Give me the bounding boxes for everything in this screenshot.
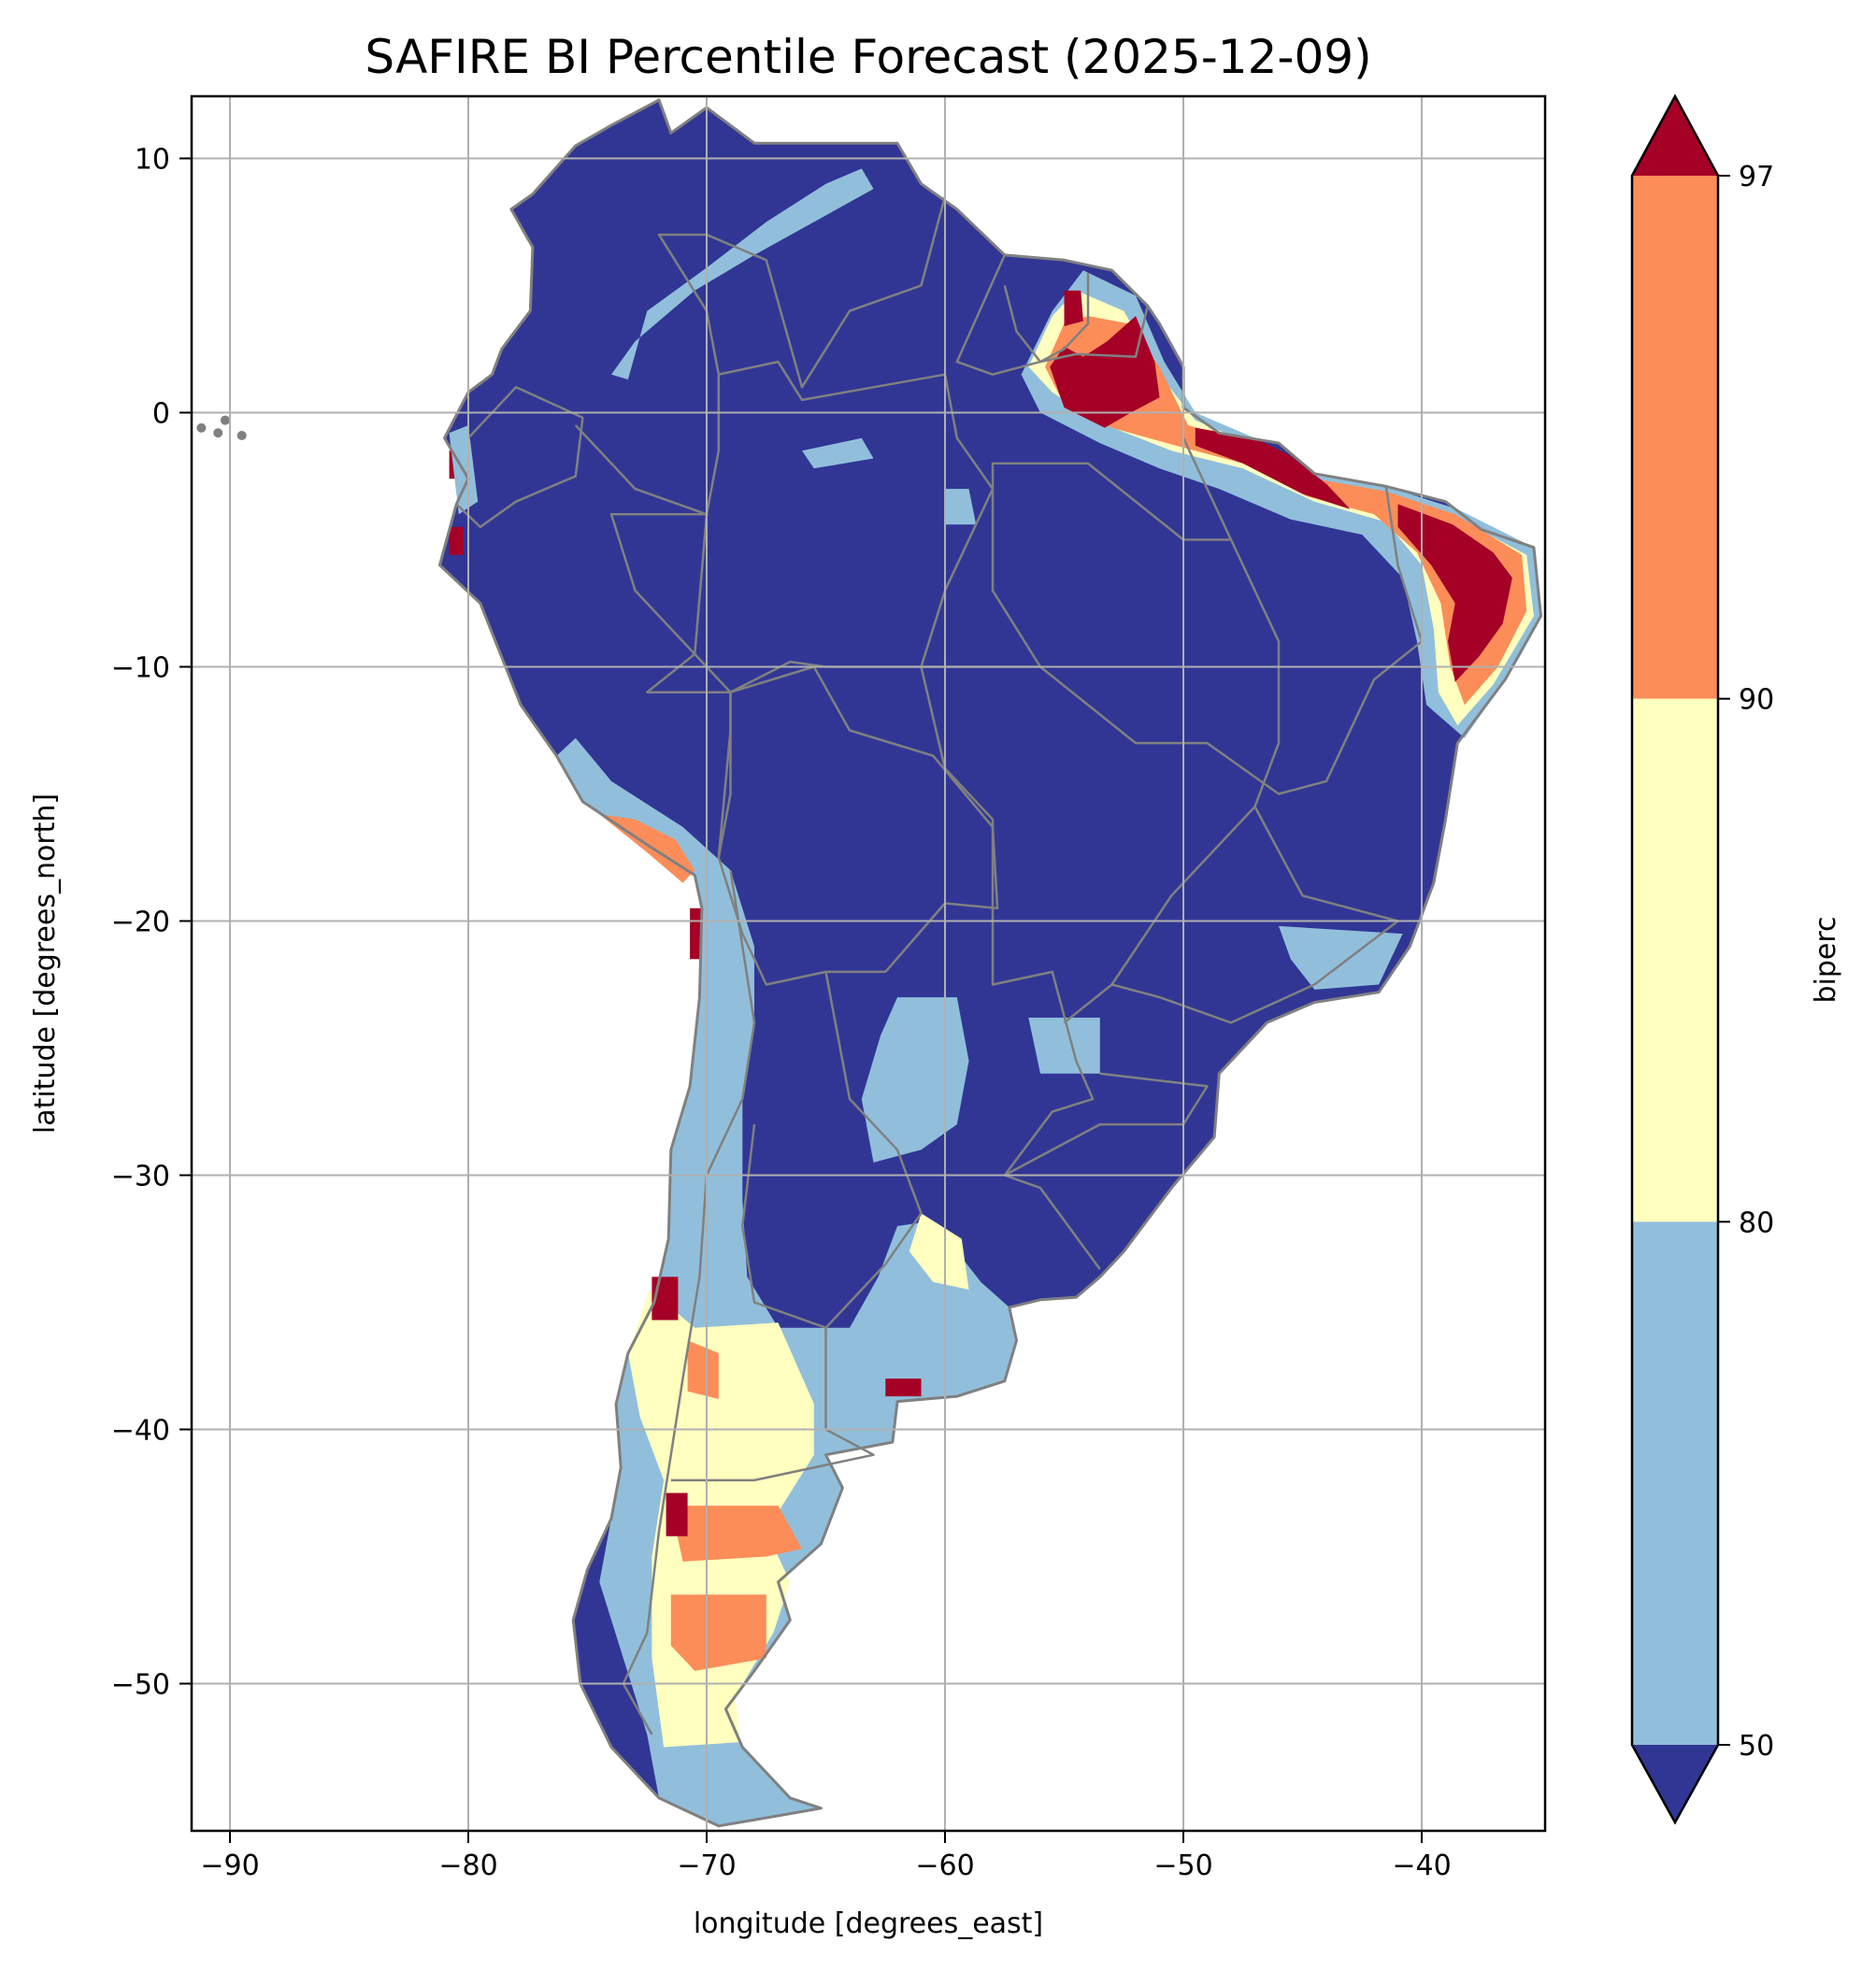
percentile-region-90_97 [599, 814, 695, 883]
chart-title: SAFIRE BI Percentile Forecast (2025-12-0… [365, 30, 1371, 84]
x-tick-label: −90 [200, 1850, 259, 1882]
colorbar-extend-bottom [1632, 1745, 1718, 1822]
x-tick-label: −40 [1392, 1850, 1451, 1882]
percentile-region-90_97 [687, 1340, 719, 1399]
country-border [741, 971, 923, 1329]
percentile-region-50_80 [861, 997, 969, 1163]
percentile-region-90_97 [670, 1506, 802, 1562]
percentile-region-50_80 [611, 168, 874, 380]
colorbar-tick-label: 97 [1739, 161, 1774, 193]
percentile-region-above_97 [1195, 427, 1351, 509]
grid-layer [192, 96, 1545, 1831]
percentile-region-above_97 [1397, 504, 1512, 682]
percentile-region-90_97 [670, 1594, 766, 1671]
percentile-region-50_80 [802, 437, 874, 469]
percentile-region-80_90 [909, 1213, 969, 1290]
x-axis-label: longitude [degrees_east] [694, 1907, 1043, 1940]
coastline [437, 98, 1542, 1828]
colorbar-segment-90-97 [1632, 176, 1718, 699]
percentile-region-above_97 [885, 1378, 922, 1397]
y-tick-label: −20 [111, 907, 170, 939]
plot-frame [190, 94, 1547, 1833]
country-border [670, 1327, 875, 1482]
percentile-region-above_97 [1064, 290, 1083, 326]
country-border [574, 424, 732, 858]
country-border [921, 486, 1424, 795]
y-tick-label: 10 [135, 144, 170, 177]
percentile-region-50_80 [1028, 1017, 1100, 1074]
country-border [1111, 806, 1399, 1024]
y-tick-label: −30 [111, 1161, 170, 1193]
country-border [622, 869, 756, 1735]
country-border [717, 665, 999, 986]
island [213, 428, 223, 438]
country-border [991, 462, 1231, 668]
colorbar-extend-top [1632, 96, 1718, 176]
colorbar-tick-label: 80 [1739, 1207, 1774, 1239]
x-tick-label: −60 [915, 1850, 974, 1882]
country-border [657, 195, 947, 389]
percentile-region-50_80 [945, 489, 977, 525]
x-tick-label: −70 [677, 1850, 736, 1882]
percentile-region-above_97 [1050, 316, 1160, 428]
map-layer [196, 98, 1542, 1828]
island [236, 430, 247, 440]
y-axis-label: latitude [degrees_north] [29, 793, 62, 1134]
colorbar-tick-label: 90 [1739, 684, 1774, 717]
country-border [455, 386, 584, 529]
country-border [1003, 272, 1090, 364]
y-tick-label: −50 [111, 1669, 170, 1702]
colorbar-label: biperc [1810, 916, 1842, 1003]
tick-layer: −90 −80 −70 −60 −50 −40 10 0 −10 −20 −30 −40 −50 [111, 144, 1452, 1883]
colorbar-segment-50-80 [1632, 1221, 1718, 1745]
colorbar-segment-80-90 [1632, 698, 1718, 1222]
country-border [1063, 437, 1281, 1024]
x-tick-label: −50 [1153, 1850, 1212, 1882]
y-tick-label: −10 [111, 652, 170, 685]
percentile-region-above_97 [449, 526, 464, 555]
colorbar: 50 80 90 97 [1630, 93, 1774, 1825]
island [220, 415, 230, 425]
y-tick-label: 0 [152, 398, 170, 431]
y-tick-label: −40 [111, 1415, 170, 1448]
island [196, 422, 207, 433]
colorbar-tick-label: 50 [1739, 1730, 1774, 1763]
percentile-region-above_97 [666, 1493, 688, 1536]
x-tick-label: −80 [438, 1850, 497, 1882]
